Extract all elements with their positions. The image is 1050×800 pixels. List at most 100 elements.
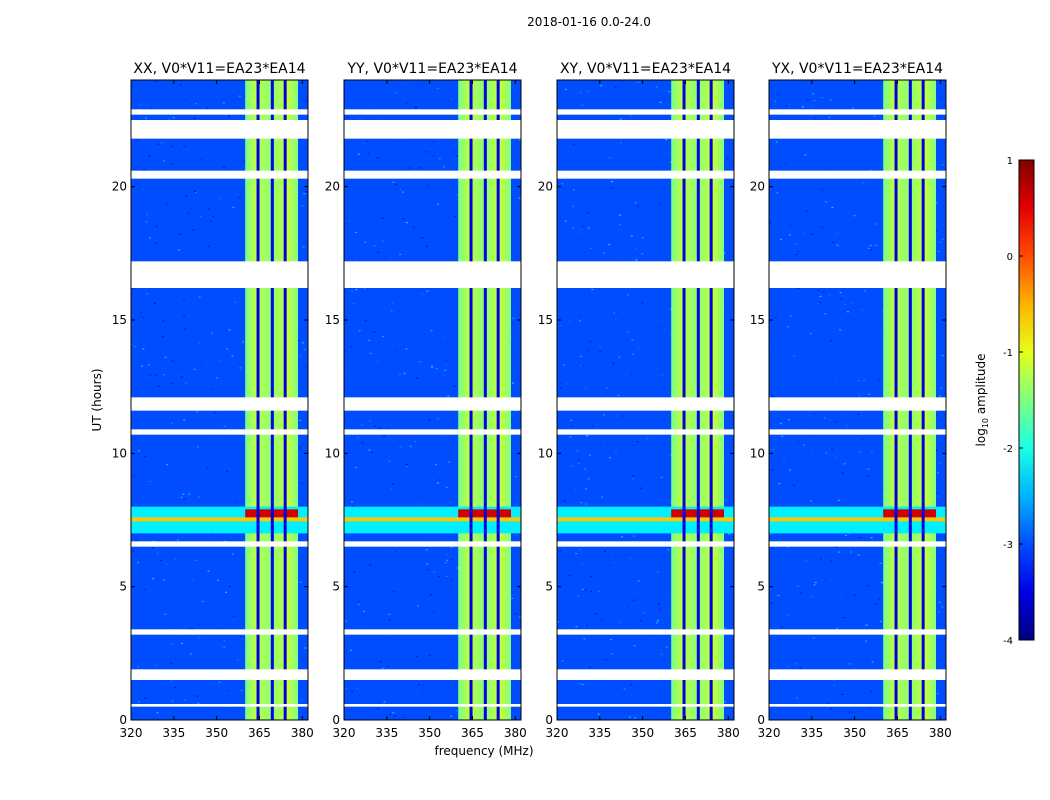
x-tick-label: 350 (631, 726, 654, 740)
panel-2: YY, V0*V11=EA23*EA14 320 335 350 365 380 0 5 10 1… (325, 61, 527, 740)
flagged-interval (344, 429, 521, 435)
flagged-interval (769, 629, 946, 635)
flagged-interval (344, 629, 521, 635)
panel-3: XY, V0*V11=EA23*EA14 320 335 350 365 380 0 5 10 1… (538, 61, 740, 740)
y-tick-label: 5 (757, 580, 765, 594)
x-tick-label: 320 (546, 726, 569, 740)
x-tick-label: 380 (291, 726, 314, 740)
flagged-interval (557, 629, 734, 635)
flagged-interval (769, 109, 946, 115)
x-tick-label: 320 (333, 726, 356, 740)
flagged-interval (344, 541, 521, 547)
x-tick-label: 365 (461, 726, 484, 740)
flagged-interval (131, 669, 308, 680)
y-tick-label: 10 (112, 446, 127, 460)
flagged-interval (557, 397, 734, 411)
y-tick-label: 0 (332, 713, 340, 727)
flagged-interval (344, 261, 521, 288)
flagged-interval (769, 429, 946, 435)
panel-image (557, 80, 734, 720)
x-tick-label: 365 (248, 726, 271, 740)
colorbar-tick-label: 1 (1007, 156, 1013, 167)
rfi-line (557, 517, 734, 522)
x-tick-label: 320 (120, 726, 143, 740)
flagged-interval (557, 261, 734, 288)
flagged-interval (557, 170, 734, 179)
x-tick-label: 380 (504, 726, 527, 740)
colorbar-tick-label: -2 (1003, 444, 1013, 455)
panel-frame (130, 79, 309, 721)
colorbar-tick-label: -1 (1003, 348, 1013, 359)
panel-image (769, 80, 946, 720)
x-tick-label: 350 (843, 726, 866, 740)
flagged-interval (769, 120, 946, 139)
figure-title: 2018-01-16 0.0-24.0 (527, 15, 651, 29)
panel-4: YX, V0*V11=EA23*EA14 320 335 350 365 380 0 5 10 1… (750, 61, 952, 740)
x-tick-label: 320 (758, 726, 781, 740)
colorbar: 1 0 -1 -2 -3 -4 (1003, 156, 1035, 647)
flagged-interval (131, 170, 308, 179)
flagged-interval (769, 541, 946, 547)
rfi-line (344, 517, 521, 522)
flagged-interval (769, 397, 946, 411)
colorbar-tick-label: 0 (1007, 252, 1013, 263)
flagged-interval (769, 704, 946, 707)
y-tick-label: 5 (545, 580, 553, 594)
flagged-interval (769, 261, 946, 288)
flagged-interval (131, 109, 308, 115)
panel-title: YX, V0*V11=EA23*EA14 (771, 61, 943, 77)
flagged-interval (557, 429, 734, 435)
y-tick-label: 15 (750, 313, 765, 327)
y-tick-label: 10 (538, 446, 553, 460)
flagged-interval (344, 397, 521, 411)
flagged-interval (131, 629, 308, 635)
y-tick-label: 15 (538, 313, 553, 327)
flagged-interval (557, 541, 734, 547)
x-tick-label: 350 (205, 726, 228, 740)
colorbar-label: log10 amplitude (974, 354, 990, 447)
rfi-line (769, 517, 946, 522)
panel-1: XX, V0*V11=EA23*EA14 320 335 350 365 380 0 5 10 1… (112, 61, 314, 740)
panels-group: XX, V0*V11=EA23*EA14 320 335 350 365 380 0 5 10 1… (112, 61, 952, 740)
y-tick-label: 20 (750, 180, 765, 194)
y-tick-label: 5 (332, 580, 340, 594)
colorbar-tick-label: -3 (1003, 540, 1013, 551)
flagged-interval (131, 120, 308, 139)
panel-image (344, 80, 521, 720)
flagged-interval (769, 669, 946, 680)
y-tick-label: 10 (750, 446, 765, 460)
colorbar-bar (1018, 159, 1035, 641)
y-tick-label: 20 (538, 180, 553, 194)
x-tick-label: 365 (886, 726, 909, 740)
flagged-interval (131, 704, 308, 707)
flagged-interval (557, 109, 734, 115)
flagged-interval (344, 120, 521, 139)
y-axis-label: UT (hours) (90, 368, 104, 431)
panel-image (131, 80, 308, 720)
x-tick-label: 380 (717, 726, 740, 740)
y-tick-label: 10 (325, 446, 340, 460)
flagged-interval (344, 669, 521, 680)
x-tick-label: 365 (674, 726, 697, 740)
panel-title: XY, V0*V11=EA23*EA14 (560, 61, 731, 77)
x-axis-label: frequency (MHz) (434, 744, 533, 758)
flagged-interval (131, 397, 308, 411)
flagged-interval (344, 170, 521, 179)
y-tick-label: 15 (325, 313, 340, 327)
rfi-line (131, 517, 308, 522)
y-tick-label: 0 (119, 713, 127, 727)
y-tick-label: 0 (757, 713, 765, 727)
flagged-interval (344, 109, 521, 115)
flagged-interval (557, 669, 734, 680)
panel-frame (343, 79, 522, 721)
x-tick-label: 380 (929, 726, 952, 740)
flagged-interval (769, 170, 946, 179)
x-tick-label: 335 (588, 726, 611, 740)
x-tick-label: 335 (162, 726, 185, 740)
y-tick-label: 15 (112, 313, 127, 327)
y-tick-label: 20 (325, 180, 340, 194)
panel-frame (556, 79, 735, 721)
y-tick-label: 5 (119, 580, 127, 594)
flagged-interval (344, 704, 521, 707)
